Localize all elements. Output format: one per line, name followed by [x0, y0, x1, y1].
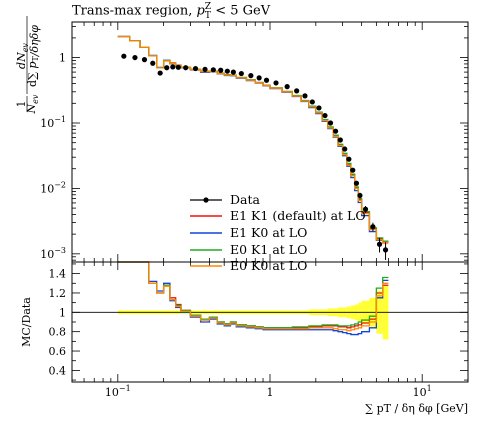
data-point [346, 156, 352, 162]
ratio-panel-frame [71, 261, 469, 383]
legend-label-data: Data [230, 192, 260, 207]
data-point [175, 64, 181, 70]
title-sup: Z [204, 2, 212, 12]
ratio-y-tick-label: 1.2 [49, 287, 67, 300]
data-point [357, 192, 363, 199]
data-point [350, 167, 356, 173]
ratio-y-tick-label: 1 [59, 306, 66, 319]
data-point [294, 88, 300, 94]
y-tick-label: 10−1 [40, 115, 66, 130]
y-label-one: 1 [15, 101, 28, 108]
data-point [132, 54, 138, 61]
data-point [170, 64, 176, 70]
ratio-y-tick-label: 0.6 [49, 345, 67, 358]
data-point [302, 93, 308, 99]
x-axis-label: ∑ pT / δη δφ [GeV] [365, 402, 468, 415]
data-point [218, 67, 224, 73]
y-tick-label: 10−2 [40, 180, 66, 195]
data-point [150, 60, 156, 66]
legend-label-1: E1 K0 at LO [230, 225, 307, 240]
chart-title: Trans-max region, pTZ < 5 GeV [72, 2, 270, 21]
data-point [353, 180, 360, 186]
ratio-y-tick-label: 0.4 [49, 364, 67, 377]
y-tick-label: 10−3 [40, 246, 66, 261]
data-layer [121, 53, 389, 260]
data-point [337, 137, 343, 143]
y-label-num: dNev [15, 43, 30, 69]
data-point [141, 57, 148, 63]
data-point [121, 53, 127, 59]
series-main-3 [117, 35, 389, 244]
data-point [273, 80, 279, 86]
x-tick-label: 10−1 [105, 384, 131, 399]
legend-label-2: E0 K1 at LO [230, 242, 307, 257]
title-prefix: Trans-max region, [72, 3, 193, 19]
data-point [164, 65, 170, 71]
legend-label-0: E1 K1 (default) at LO [230, 208, 366, 223]
series-ratio-3 [117, 261, 389, 332]
data-point [376, 241, 383, 247]
title-var: p [196, 3, 205, 19]
legend-label-3: E0 K0 at LO [230, 258, 307, 273]
data-point [284, 84, 290, 90]
y-label-den: Nev [25, 94, 40, 114]
ratio-y-tick-label: 0.8 [49, 326, 67, 339]
data-point [333, 128, 339, 134]
series-layer [117, 35, 389, 336]
data-point [342, 146, 348, 152]
title-suffix: < 5 GeV [215, 3, 271, 19]
data-point [263, 77, 270, 83]
x-tick-label: 101 [413, 384, 432, 399]
data-point [248, 73, 254, 79]
data-point [309, 99, 315, 105]
data-point [362, 206, 369, 212]
legend-data-marker [203, 197, 209, 203]
data-point [322, 112, 328, 119]
data-point [157, 70, 163, 76]
data-point [192, 65, 199, 72]
axis-layer: 10−1 1 101 10−3 10−2 10−1 1 0.4 0.6 0.8 1 1.2 1.4 MC/… [15, 16, 469, 415]
ratio-y-label: MC/Data [20, 297, 33, 347]
data-point [316, 105, 322, 111]
data-point [230, 69, 236, 75]
data-point [370, 224, 376, 230]
data-point [224, 68, 230, 74]
data-point [238, 70, 244, 77]
data-point [210, 67, 216, 73]
ratio-y-tick-label: 1.4 [49, 268, 67, 281]
data-point [183, 65, 189, 71]
data-point [327, 120, 334, 126]
data-point [202, 66, 208, 72]
title-sub: T [204, 10, 211, 21]
y-tick-label: 1 [59, 52, 66, 65]
y-label-dd: d∑ pT/δηδφ [26, 25, 41, 87]
series-ratio-1 [117, 261, 389, 336]
data-point [382, 247, 389, 253]
data-point [256, 75, 262, 81]
x-tick-label: 1 [267, 386, 274, 399]
